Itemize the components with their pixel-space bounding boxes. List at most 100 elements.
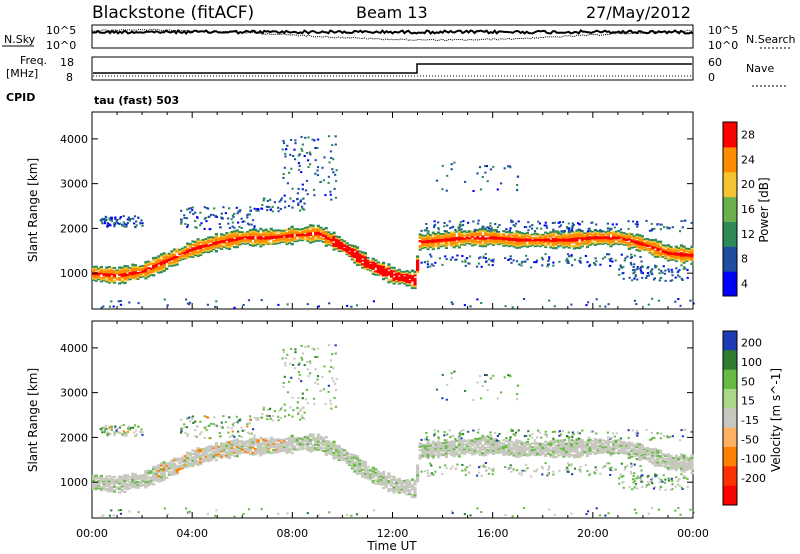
power-cell: [651, 245, 655, 248]
power-cell: [666, 245, 671, 249]
velocity-cell: [207, 450, 211, 453]
power-cell: [257, 209, 260, 212]
velocity-cell: [233, 444, 237, 447]
velocity-cell: [186, 460, 190, 463]
velocity-cell: [358, 459, 362, 462]
power-cell: [284, 200, 287, 203]
power-cell: [189, 207, 192, 210]
velocity-cell: [478, 442, 482, 445]
velocity-cell: [549, 445, 553, 448]
power-cell: [441, 188, 444, 191]
power-cell: [126, 270, 130, 273]
velocity-cell: [141, 476, 145, 479]
power-cell: [635, 268, 638, 271]
velocity-cell: [256, 439, 260, 442]
velocity-cell: [588, 440, 592, 443]
power-cell: [674, 255, 678, 258]
power-cell: [395, 279, 399, 282]
power-cell: [186, 225, 189, 228]
velocity-cell: [481, 448, 485, 451]
velocity-cell: [159, 464, 164, 467]
velocity-cell: [494, 441, 498, 444]
power-cell: [536, 227, 539, 230]
velocity-cell: [203, 436, 206, 439]
power-cell: [207, 239, 211, 242]
power-cell: [460, 235, 464, 238]
velocity-cell: [497, 452, 501, 455]
velocity-cell: [335, 444, 339, 447]
velocity-cell: [528, 443, 532, 445]
power-cell: [434, 244, 438, 247]
power-cell: [173, 248, 177, 251]
power-cell: [619, 239, 623, 241]
power-cell: [603, 256, 607, 259]
power-cell: [659, 228, 662, 231]
velocity-cell: [157, 478, 161, 481]
velocity-cell: [272, 442, 276, 445]
velocity-cell: [253, 416, 256, 419]
velocity-cell: [421, 446, 425, 449]
power-cell: [324, 244, 328, 247]
velocity-cell: [371, 473, 375, 476]
velocity-cell: [187, 416, 191, 419]
power-cell: [517, 232, 522, 235]
power-cell: [400, 281, 404, 284]
power-cell: [416, 265, 420, 268]
velocity-cell: [105, 425, 108, 428]
velocity-cell: [363, 474, 367, 477]
velocity-cell: [122, 430, 125, 433]
power-cell: [283, 194, 286, 197]
power-cell: [674, 253, 678, 256]
velocity-cell: [157, 464, 161, 467]
power-cell: [327, 240, 331, 243]
noise-right-tick-top: 10^5: [708, 24, 738, 37]
power-cell: [429, 246, 433, 248]
power-cell: [465, 231, 469, 234]
power-cell: [533, 261, 536, 264]
velocity-cell: [232, 425, 235, 427]
velocity-cell: [214, 424, 217, 427]
power-cell: [502, 243, 506, 246]
power-cell: [546, 242, 550, 245]
velocity-cell: [559, 444, 563, 447]
power-cell: [353, 246, 357, 250]
power-cell: [109, 218, 112, 221]
power-cell: [538, 236, 542, 239]
power-cell: [238, 239, 242, 242]
velocity-cell: [515, 446, 519, 449]
power-cell: [436, 234, 441, 238]
power-cell: [653, 242, 657, 245]
power-cell: [488, 227, 491, 230]
velocity-cell: [139, 478, 143, 480]
power-cell: [387, 273, 391, 276]
power-cell: [324, 194, 327, 197]
power-cell: [429, 253, 432, 256]
velocity-cell: [578, 443, 582, 447]
velocity-cell: [240, 446, 245, 449]
power-cell: [598, 240, 603, 242]
power-cell: [316, 224, 320, 227]
velocity-cell: [585, 443, 590, 446]
power-cell: [295, 228, 299, 230]
power-cell: [416, 255, 420, 258]
velocity-cell: [520, 454, 524, 457]
power-cell: [112, 270, 117, 273]
power-cell: [630, 236, 634, 239]
power-cell: [167, 263, 171, 266]
velocity-cell: [512, 441, 516, 444]
power-cell: [128, 267, 132, 269]
velocity-cell: [408, 484, 412, 487]
velocity-cell: [311, 438, 315, 442]
velocity-cell: [301, 438, 305, 441]
power-cell: [489, 233, 493, 236]
velocity-cell: [656, 461, 660, 464]
power-cell: [144, 273, 148, 276]
velocity-cell: [384, 477, 388, 479]
power-cell: [366, 260, 370, 263]
power-cell: [502, 233, 506, 236]
power-cell: [682, 261, 686, 264]
power-cell: [316, 229, 320, 232]
velocity-cell: [212, 454, 216, 457]
power-cell: [658, 279, 661, 282]
velocity-cell: [159, 468, 164, 471]
